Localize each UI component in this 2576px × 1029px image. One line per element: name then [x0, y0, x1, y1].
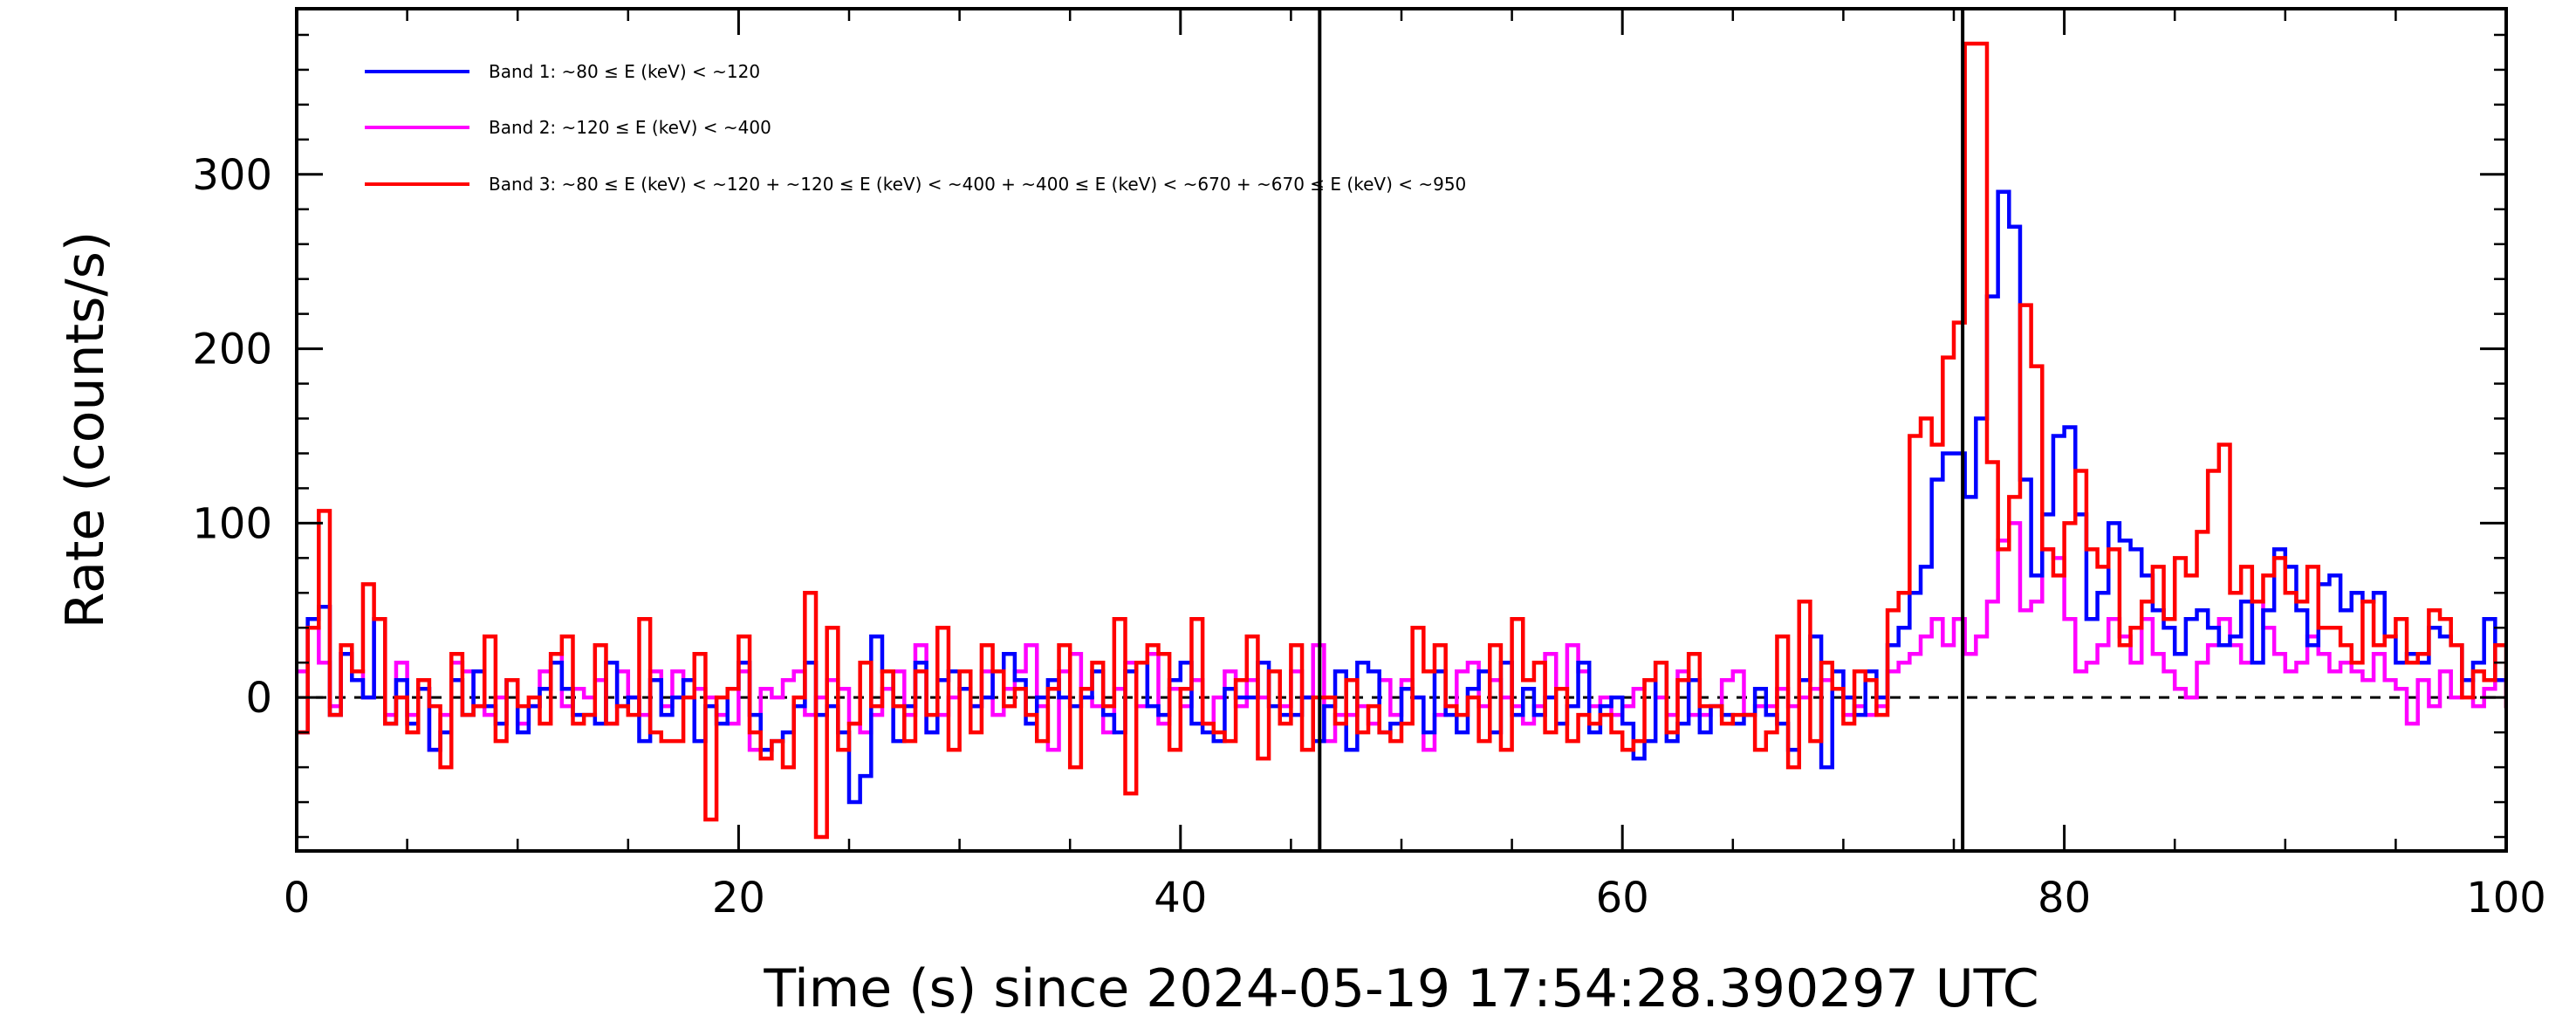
x-tick-label: 100 [2466, 874, 2546, 923]
x-axis-title: Time (s) since 2024-05-19 17:54:28.39029… [763, 958, 2038, 1019]
interval-markers [1318, 9, 1965, 851]
y-axis-title: Rate (counts/s) [55, 231, 116, 628]
y-tick-label: 300 [192, 151, 272, 200]
legend-label-band-3: Band 3: ~80 ≤ E (keV) < ~120 + ~120 ≤ E … [489, 174, 1466, 195]
legend: Band 1: ~80 ≤ E (keV) < ~120 Band 2: ~12… [365, 61, 1466, 195]
minor-ticks [297, 9, 2506, 851]
y-tick-label: 200 [192, 326, 272, 374]
x-tick-label: 40 [1154, 874, 1207, 923]
plot-frame [295, 7, 2508, 853]
y-tick-label: 0 [245, 674, 272, 723]
y-tick-label: 100 [192, 499, 272, 548]
legend-label-band-2: Band 2: ~120 ≤ E (keV) < ~400 [489, 117, 771, 138]
x-tick-label: 20 [712, 874, 765, 923]
legend-entry-band-2: Band 2: ~120 ≤ E (keV) < ~400 [365, 117, 771, 138]
x-tick-label: 60 [1596, 874, 1649, 923]
series-line-band-3 [297, 41, 2506, 840]
data-layer [297, 41, 2506, 840]
legend-entry-band-1: Band 1: ~80 ≤ E (keV) < ~120 [365, 61, 760, 82]
legend-label-band-1: Band 1: ~80 ≤ E (keV) < ~120 [489, 61, 760, 82]
tick-labels: 0 20 40 60 80 100 0 100 200 300 [192, 151, 2545, 923]
x-tick-label: 80 [2038, 874, 2091, 923]
x-tick-label: 0 [284, 874, 311, 923]
legend-entry-band-3: Band 3: ~80 ≤ E (keV) < ~120 + ~120 ≤ E … [365, 174, 1466, 195]
